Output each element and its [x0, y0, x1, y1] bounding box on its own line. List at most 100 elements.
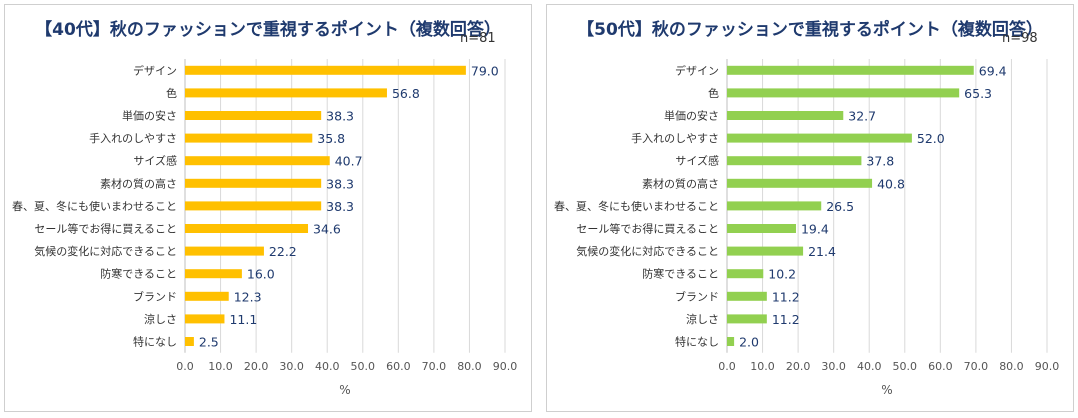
data-label: 19.4: [801, 222, 829, 237]
category-label: デザイン: [133, 63, 177, 77]
chart-title: 【40代】秋のファッションで重視するポイント（複数回答）: [35, 20, 501, 40]
category-label: 手入れのしやすさ: [89, 131, 177, 145]
data-label: 11.2: [772, 289, 800, 304]
category-label: 涼しさ: [686, 312, 719, 326]
category-label: デザイン: [675, 63, 719, 77]
x-tick-label: 20.0: [786, 360, 811, 373]
bar: [185, 269, 242, 279]
data-label: 11.2: [772, 312, 800, 327]
data-label: 22.2: [269, 244, 297, 259]
bar: [185, 291, 229, 301]
category-label: 単価の安さ: [122, 109, 177, 123]
x-tick-label: 10.0: [750, 360, 775, 373]
data-label: 26.5: [826, 199, 854, 214]
bar: [185, 201, 322, 211]
category-label: セール等でお得に買えること: [34, 222, 177, 236]
bar: [185, 133, 313, 143]
x-axis-label: %: [339, 383, 350, 397]
category-label: 色: [166, 86, 177, 100]
bar: [727, 88, 960, 98]
data-label: 52.0: [917, 131, 945, 146]
data-label: 12.3: [234, 289, 262, 304]
x-tick-label: 30.0: [279, 360, 304, 373]
data-label: 35.8: [317, 131, 345, 146]
category-label: サイズ感: [675, 154, 719, 168]
sample-size-label: n=81: [460, 31, 496, 46]
bar: [185, 178, 322, 188]
category-label: 単価の安さ: [664, 109, 719, 123]
category-label: 素材の質の高さ: [642, 176, 719, 190]
bar: [727, 291, 767, 301]
category-label: 涼しさ: [144, 312, 177, 326]
x-tick-label: 80.0: [457, 360, 482, 373]
data-label: 56.8: [392, 86, 420, 101]
data-label: 11.1: [229, 312, 257, 327]
data-label: 40.7: [335, 154, 363, 169]
x-tick-label: 50.0: [351, 360, 376, 373]
bar: [727, 201, 822, 211]
bar: [727, 314, 767, 324]
bar: [727, 156, 862, 166]
category-label: 特になし: [133, 335, 177, 349]
category-label: 色: [708, 86, 719, 100]
x-tick-label: 10.0: [208, 360, 233, 373]
data-label: 38.3: [326, 176, 354, 191]
bar: [185, 337, 194, 346]
bar: [727, 246, 804, 256]
x-tick-label: 50.0: [893, 360, 918, 373]
data-label: 32.7: [848, 109, 876, 124]
bar: [727, 111, 844, 120]
chart-panel-40s: 【40代】秋のファッションで重視するポイント（複数回答） n=81 0.0 10.…: [4, 4, 532, 412]
category-label: 春、夏、冬にも使いまわせること: [12, 199, 177, 213]
data-label: 40.8: [877, 176, 905, 191]
bar: [727, 178, 873, 188]
bar: [727, 269, 764, 279]
chart-title: 【50代】秋のファッションで重視するポイント（複数回答）: [577, 20, 1043, 40]
category-label: ブランド: [675, 289, 719, 303]
x-tick-label: 20.0: [244, 360, 269, 373]
bar: [185, 314, 225, 324]
x-tick-label: 80.0: [999, 360, 1024, 373]
x-tick-label: 60.0: [386, 360, 411, 373]
bar: [185, 65, 466, 75]
data-label: 10.2: [768, 267, 796, 282]
category-label: 特になし: [675, 335, 719, 349]
x-tick-label: 90.0: [1035, 360, 1060, 373]
x-tick-label: 70.0: [422, 360, 447, 373]
bar: [185, 224, 309, 233]
bar-chart-40s: 0.0 10.0 20.0 30.0 40.0 50.0 60.0 70.0 80.0 90.0%…: [12, 59, 517, 397]
data-label: 16.0: [247, 267, 275, 282]
bar: [727, 65, 974, 75]
bar-chart-50s: 0.0 10.0 20.0 30.0 40.0 50.0 60.0 70.0 80.0 90.0%…: [554, 59, 1060, 397]
x-axis-label: %: [881, 383, 892, 397]
data-label: 34.6: [313, 222, 341, 237]
data-label: 38.3: [326, 199, 354, 214]
data-label: 2.0: [739, 335, 759, 350]
category-label: サイズ感: [133, 154, 177, 168]
sample-size-label: n=98: [1002, 31, 1038, 46]
x-tick-label: 40.0: [857, 360, 882, 373]
data-label: 37.8: [866, 154, 894, 169]
category-label: セール等でお得に買えること: [576, 222, 719, 236]
bar: [185, 88, 387, 98]
data-label: 38.3: [326, 109, 354, 124]
category-label: 春、夏、冬にも使いまわせること: [554, 199, 719, 213]
bar: [727, 337, 735, 346]
x-tick-label: 70.0: [964, 360, 989, 373]
data-label: 21.4: [808, 244, 836, 259]
category-label: 気候の変化に対応できること: [34, 244, 177, 258]
x-tick-label: 0.0: [176, 360, 194, 373]
bar: [727, 224, 796, 233]
category-label: 防寒できること: [100, 267, 177, 281]
data-label: 69.4: [979, 63, 1007, 78]
data-label: 79.0: [471, 63, 499, 78]
category-label: 気候の変化に対応できること: [576, 244, 719, 258]
bar: [185, 246, 264, 256]
category-label: 手入れのしやすさ: [631, 131, 719, 145]
category-label: ブランド: [133, 289, 177, 303]
x-tick-label: 0.0: [718, 360, 736, 373]
x-tick-label: 30.0: [821, 360, 846, 373]
bar: [185, 156, 330, 166]
chart-panel-50s: 【50代】秋のファッションで重視するポイント（複数回答） n=98 0.0 10.…: [546, 4, 1074, 412]
x-tick-label: 60.0: [928, 360, 953, 373]
